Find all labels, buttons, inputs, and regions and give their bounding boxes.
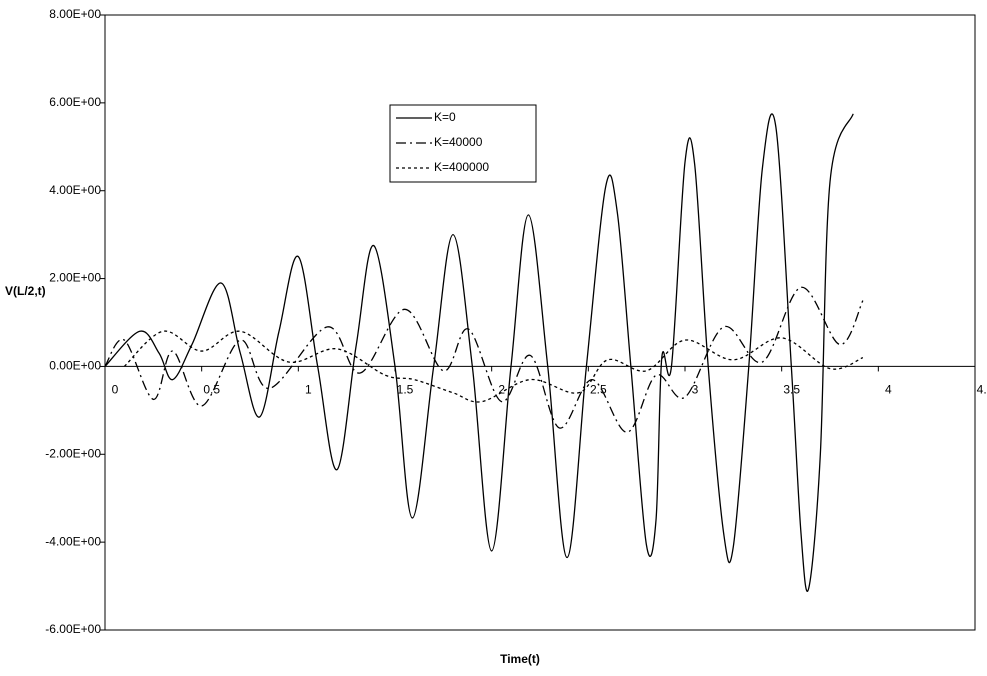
x-tick-label: 1	[305, 383, 312, 397]
x-tick-label: 2	[498, 383, 505, 397]
x-tick-label: 3.5	[783, 383, 800, 397]
legend-label: K=0	[434, 110, 456, 124]
x-tick-label: 2.5	[590, 383, 607, 397]
series-line	[104, 113, 854, 592]
series-line	[104, 286, 864, 433]
x-tick-label: 3	[692, 383, 699, 397]
x-tick-label: 4	[885, 383, 892, 397]
y-tick-label: 8.00E+00	[49, 7, 101, 21]
x-axis-label: Time(t)	[500, 652, 540, 666]
y-tick-label: -6.00E+00	[45, 622, 101, 636]
legend-label: K=40000	[434, 135, 483, 149]
x-tick-label: 1.5	[397, 383, 414, 397]
legend-label: K=400000	[434, 160, 489, 174]
y-tick-label: 2.00E+00	[49, 271, 101, 285]
x-tick-label: 4.5	[977, 383, 987, 397]
y-tick-label: -4.00E+00	[45, 534, 101, 548]
y-tick-label: -2.00E+00	[45, 446, 101, 460]
y-tick-label: 6.00E+00	[49, 95, 101, 109]
plot-area	[104, 14, 976, 631]
y-tick-label: 0.00E+00	[49, 359, 101, 373]
y-axis-label: V(L/2,t)	[5, 284, 46, 298]
x-tick-label: 0	[112, 383, 119, 397]
y-tick-label: 4.00E+00	[49, 183, 101, 197]
